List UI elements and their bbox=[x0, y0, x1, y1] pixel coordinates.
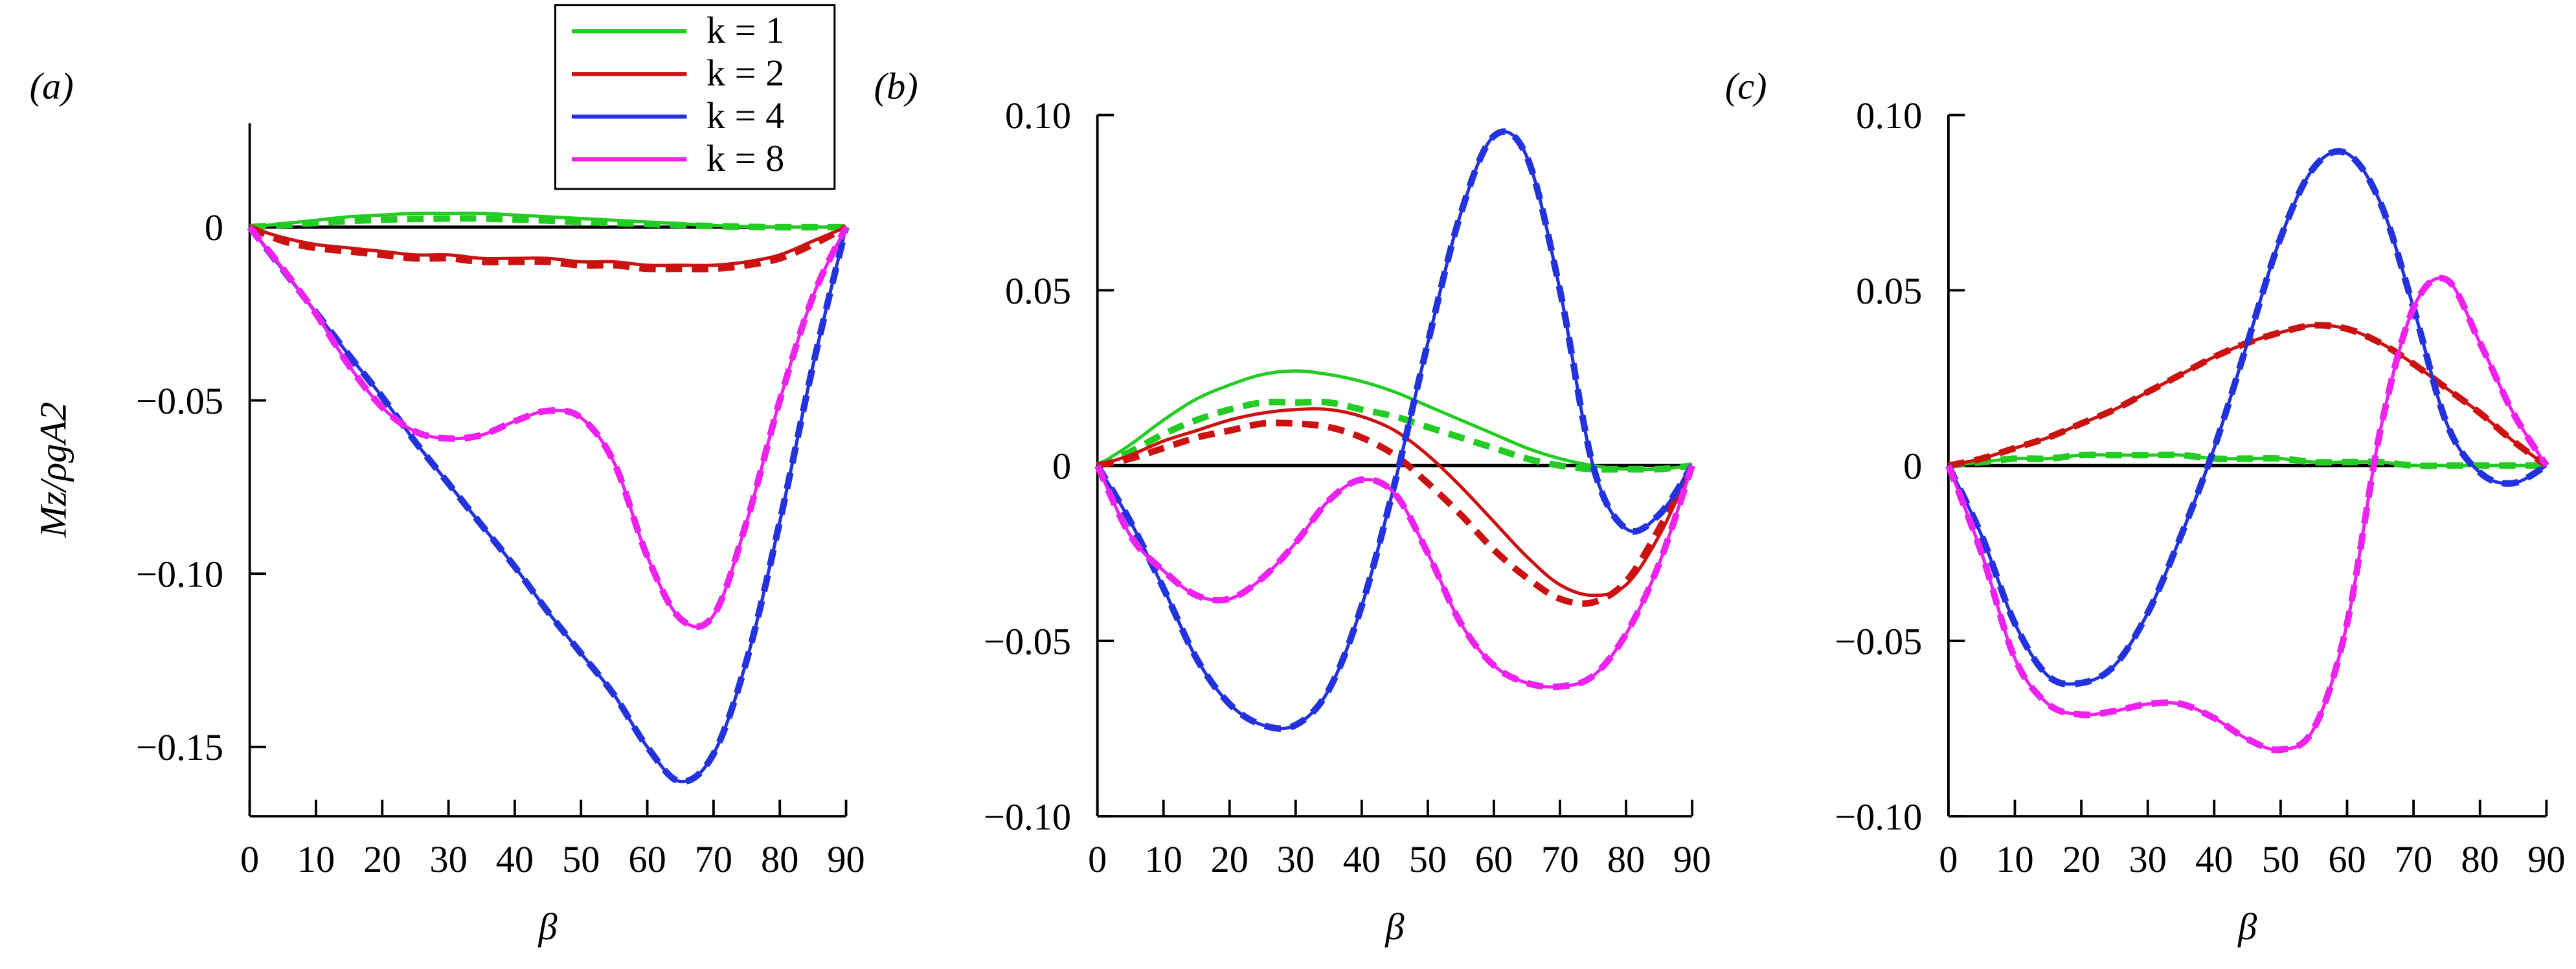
y-tick-label: −0.05 bbox=[984, 620, 1071, 662]
x-axis-label: β bbox=[2237, 906, 2257, 948]
y-tick-label: 0.05 bbox=[1856, 270, 1922, 312]
series-line-dashed bbox=[247, 225, 850, 785]
series-line bbox=[1096, 369, 1693, 471]
y-tick-label: 0.10 bbox=[1856, 95, 1922, 137]
x-tick-label: 50 bbox=[2262, 838, 2299, 880]
series-line bbox=[249, 211, 846, 229]
legend-label: k = 4 bbox=[706, 95, 784, 137]
series-line bbox=[1947, 150, 2548, 686]
y-tick-label: −0.10 bbox=[1835, 796, 1922, 838]
y-tick-label: 0.05 bbox=[1005, 270, 1071, 312]
y-tick-label: −0.05 bbox=[136, 380, 223, 422]
x-tick-label: 0 bbox=[1939, 838, 1958, 880]
x-tick-label: 10 bbox=[1145, 838, 1182, 880]
series-line bbox=[248, 226, 848, 784]
x-tick-label: 0 bbox=[240, 838, 259, 880]
series-line-dashed bbox=[1096, 419, 1695, 607]
y-tick-label: −0.15 bbox=[136, 726, 223, 768]
x-tick-label: 10 bbox=[297, 838, 335, 880]
series-line bbox=[248, 226, 848, 629]
panel-label: (a) bbox=[30, 65, 74, 107]
y-tick-label: −0.05 bbox=[1835, 620, 1922, 662]
series-line-dashed bbox=[249, 215, 846, 231]
x-tick-label: 30 bbox=[1277, 838, 1315, 880]
x-tick-label: 20 bbox=[2062, 838, 2100, 880]
x-axis-label: β bbox=[1384, 906, 1404, 948]
x-tick-label: 80 bbox=[1607, 838, 1645, 880]
x-tick-label: 40 bbox=[1343, 838, 1381, 880]
series-line-dashed bbox=[1945, 274, 2549, 753]
legend-label: k = 1 bbox=[706, 9, 784, 51]
x-tick-label: 30 bbox=[2129, 838, 2167, 880]
x-tick-label: 90 bbox=[1673, 838, 1711, 880]
series-line-dashed bbox=[1094, 464, 1695, 691]
x-tick-label: 60 bbox=[2328, 838, 2366, 880]
panel-label: (b) bbox=[874, 65, 918, 107]
x-tick-label: 50 bbox=[562, 838, 600, 880]
series-line-dashed bbox=[1945, 148, 2548, 688]
x-tick-label: 20 bbox=[363, 838, 401, 880]
x-tick-label: 40 bbox=[2195, 838, 2233, 880]
x-tick-label: 20 bbox=[1211, 838, 1248, 880]
x-tick-label: 90 bbox=[2527, 838, 2565, 880]
legend-label: k = 2 bbox=[706, 52, 784, 94]
x-tick-label: 80 bbox=[2461, 838, 2499, 880]
series-line bbox=[1096, 407, 1694, 597]
y-axis-label: Mz/ρgA2 bbox=[32, 402, 74, 539]
x-tick-label: 60 bbox=[1475, 838, 1513, 880]
x-tick-label: 70 bbox=[695, 838, 732, 880]
series-line-dashed bbox=[1094, 128, 1695, 732]
series-line-dashed bbox=[1096, 398, 1693, 473]
x-tick-label: 40 bbox=[496, 838, 534, 880]
x-tick-label: 10 bbox=[1996, 838, 2033, 880]
y-tick-label: −0.10 bbox=[136, 553, 223, 596]
y-tick-label: 0 bbox=[1052, 445, 1071, 487]
y-tick-label: 0 bbox=[205, 206, 223, 249]
series-line bbox=[1947, 276, 2548, 752]
x-tick-label: 50 bbox=[1409, 838, 1447, 880]
series-line-dashed bbox=[247, 225, 850, 630]
x-tick-label: 90 bbox=[827, 838, 864, 880]
x-tick-label: 70 bbox=[2395, 838, 2432, 880]
series-line bbox=[249, 225, 847, 267]
x-tick-label: 0 bbox=[1088, 838, 1107, 880]
series-line-dashed bbox=[1948, 451, 2547, 469]
y-tick-label: 0 bbox=[1903, 445, 1922, 487]
y-tick-label: 0.10 bbox=[1005, 95, 1071, 137]
legend-label: k = 8 bbox=[706, 137, 784, 179]
y-tick-label: −0.10 bbox=[984, 796, 1071, 838]
series-line-dashed bbox=[248, 224, 848, 273]
x-tick-label: 80 bbox=[761, 838, 798, 880]
x-tick-label: 70 bbox=[1541, 838, 1579, 880]
x-tick-label: 60 bbox=[628, 838, 666, 880]
panel-label: (c) bbox=[1725, 65, 1767, 107]
x-axis-label: β bbox=[538, 906, 558, 948]
x-tick-label: 30 bbox=[429, 838, 467, 880]
